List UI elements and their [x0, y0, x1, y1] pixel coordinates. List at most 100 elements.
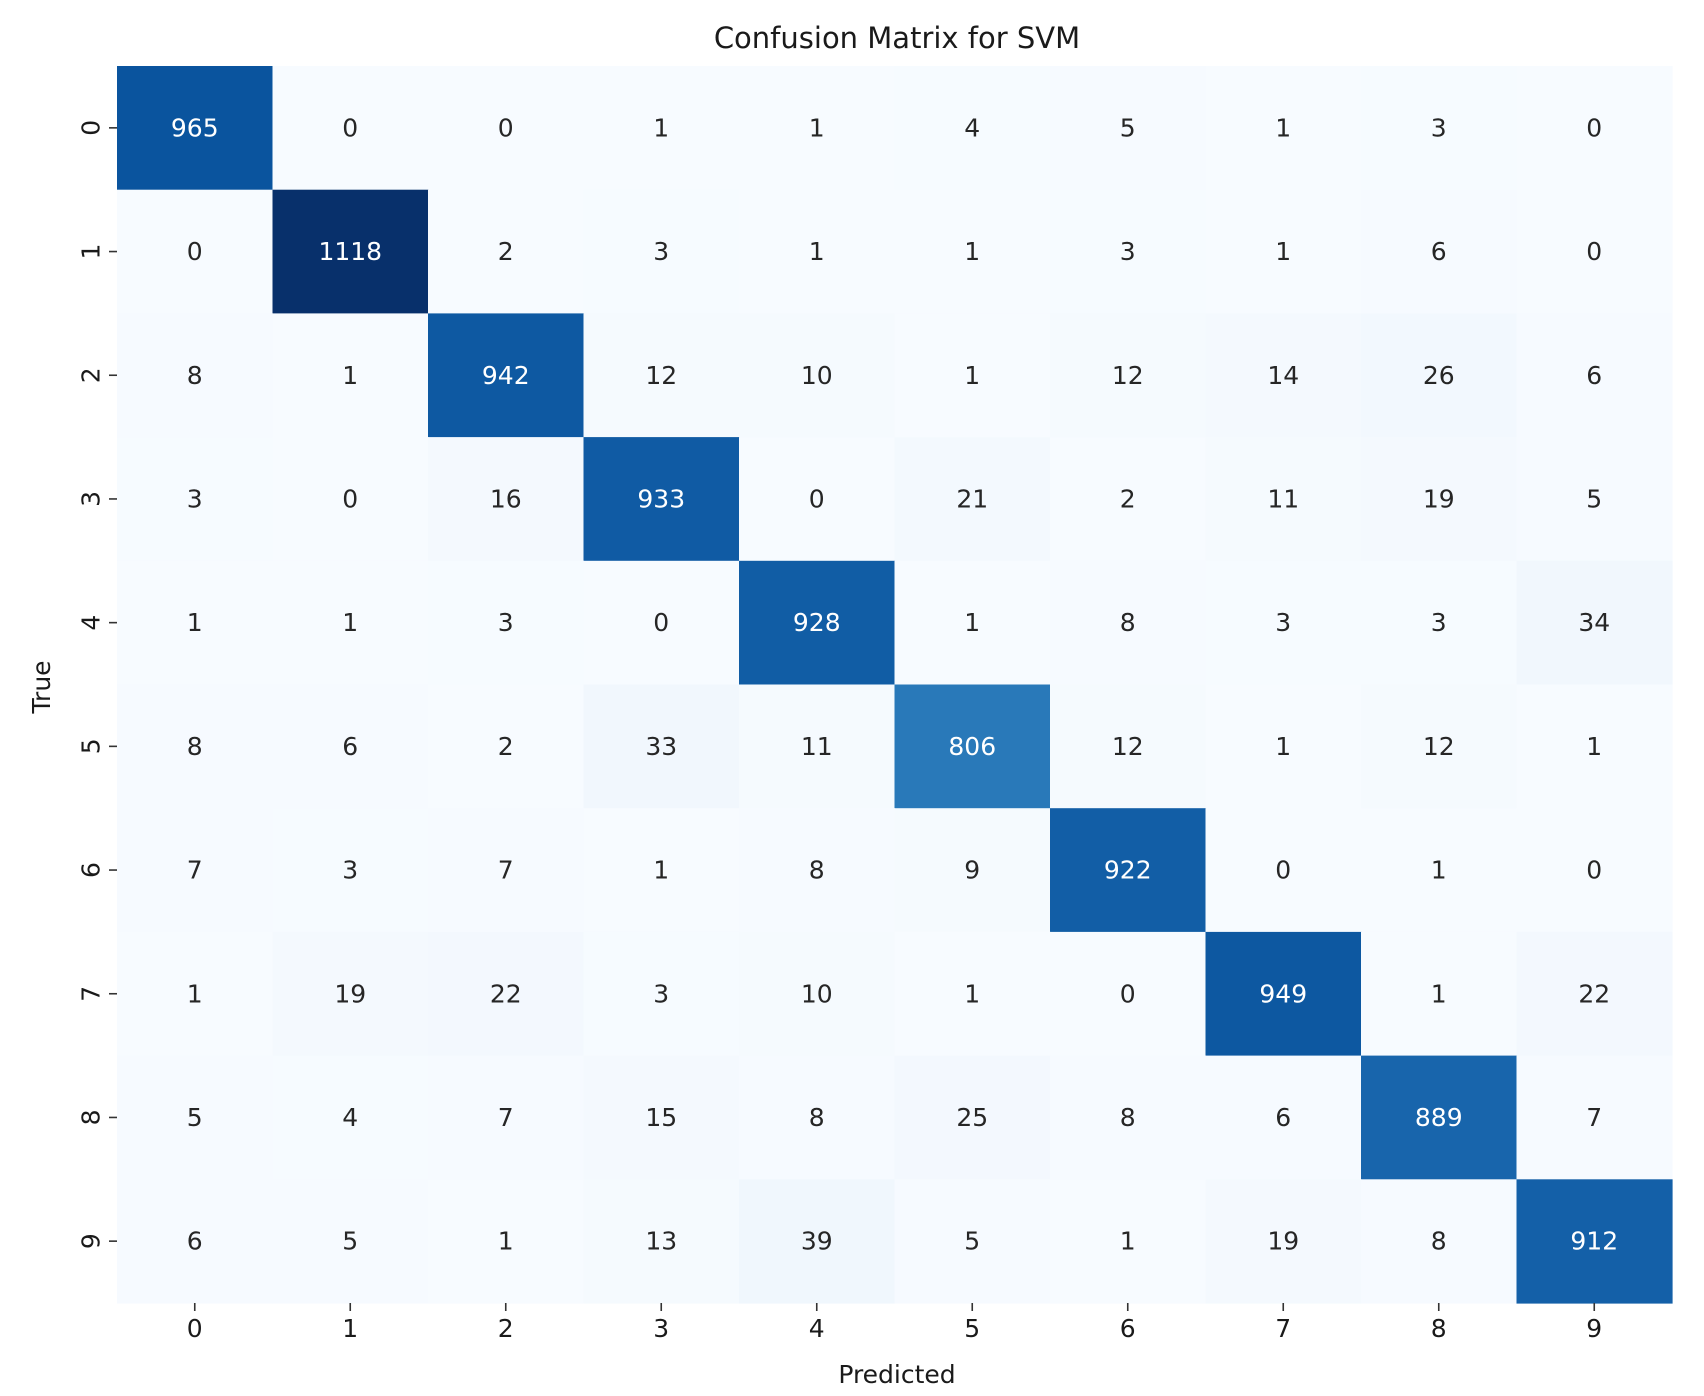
heatmap-cell-r2-c8 — [1361, 313, 1518, 438]
cell-value-r8-c5: 25 — [956, 1103, 988, 1132]
heatmap-cell-r4-c3 — [583, 560, 740, 686]
x-tick-label-9: 9 — [1586, 1314, 1602, 1343]
cell-value-r7-c2: 22 — [490, 979, 522, 1008]
heatmap-cell-r4-c8 — [1361, 560, 1518, 686]
cell-value-r3-c9: 5 — [1586, 484, 1602, 513]
heatmap-cell-r6-c0 — [117, 808, 274, 933]
cell-value-r9-c9: 912 — [1570, 1227, 1618, 1256]
heatmap-cell-r8-c1 — [272, 1055, 429, 1180]
heatmap-cell-r1-c6 — [1050, 189, 1207, 314]
cell-value-r3-c2: 16 — [490, 484, 522, 513]
cell-value-r1-c6: 3 — [1120, 237, 1136, 266]
heatmap-cell-r8-c0 — [117, 1055, 274, 1180]
x-tick-label-7: 7 — [1275, 1314, 1291, 1343]
cell-value-r5-c2: 2 — [498, 732, 514, 761]
heatmap-cell-r1-c4 — [739, 189, 896, 314]
x-tick-label-1: 1 — [342, 1314, 358, 1343]
cell-value-r1-c2: 2 — [498, 237, 514, 266]
heatmap-cell-r5-c9 — [1516, 684, 1673, 809]
cell-value-r1-c1: 1118 — [318, 237, 382, 266]
cell-value-r6-c0: 7 — [187, 856, 203, 885]
heatmap-cell-r5-c8 — [1361, 684, 1518, 809]
cell-value-r5-c1: 6 — [342, 732, 358, 761]
heatmap-cell-r1-c7 — [1205, 189, 1362, 314]
heatmap-cell-r0-c2 — [428, 66, 585, 191]
heatmap-cell-r1-c0 — [117, 189, 274, 314]
cell-value-r4-c1: 1 — [342, 608, 358, 637]
heatmap-cell-r6-c8 — [1361, 808, 1518, 933]
cell-value-r6-c1: 3 — [342, 856, 358, 885]
heatmap-cell-r4-c7 — [1205, 560, 1362, 686]
heatmap-cell-r9-c6 — [1050, 1179, 1207, 1304]
cell-value-r9-c2: 1 — [498, 1227, 514, 1256]
heatmap-cell-r5-c2 — [428, 684, 585, 809]
cell-value-r7-c8: 1 — [1431, 979, 1447, 1008]
heatmap-cell-r3-c2 — [428, 437, 585, 562]
cell-value-r2-c7: 14 — [1267, 361, 1299, 390]
cell-value-r5-c7: 1 — [1275, 732, 1291, 761]
heatmap-cell-r0-c1 — [272, 66, 429, 191]
cell-value-r9-c3: 13 — [645, 1227, 677, 1256]
heatmap-cell-r1-c1 — [272, 189, 429, 314]
heatmap-cell-r2-c2 — [428, 313, 585, 438]
cell-value-r8-c9: 7 — [1586, 1103, 1602, 1132]
heatmap-cell-r1-c9 — [1516, 189, 1673, 314]
cell-value-r9-c8: 8 — [1431, 1227, 1447, 1256]
heatmap-cell-r9-c8 — [1361, 1179, 1518, 1304]
cell-value-r5-c9: 1 — [1586, 732, 1602, 761]
y-axis-ticks: 0 1 2 3 4 5 6 7 8 9 — [77, 120, 117, 1249]
cell-value-r7-c4: 10 — [801, 979, 833, 1008]
cell-value-r4-c9: 34 — [1578, 608, 1610, 637]
cell-value-r6-c3: 1 — [653, 856, 669, 885]
heatmap-cell-r2-c9 — [1516, 313, 1673, 438]
heatmap-cell-r8-c3 — [583, 1055, 740, 1180]
cell-value-r2-c5: 1 — [964, 361, 980, 390]
cell-value-r8-c1: 4 — [342, 1103, 358, 1132]
heatmap-cell-r9-c3 — [583, 1179, 740, 1304]
cell-value-r1-c9: 0 — [1586, 237, 1602, 266]
heatmap-cell-r7-c0 — [117, 931, 274, 1057]
cell-value-r4-c2: 3 — [498, 608, 514, 637]
cell-value-r3-c1: 0 — [342, 484, 358, 513]
cell-value-r5-c4: 11 — [801, 732, 833, 761]
cell-value-r1-c7: 1 — [1275, 237, 1291, 266]
heatmap-cell-r3-c5 — [894, 437, 1051, 562]
cell-value-r3-c4: 0 — [809, 484, 825, 513]
y-tick-label-3: 3 — [77, 491, 106, 507]
heatmap-cell-r0-c4 — [739, 66, 896, 191]
cell-value-r8-c3: 15 — [645, 1103, 677, 1132]
heatmap-cell-r8-c4 — [739, 1055, 896, 1180]
heatmap-cell-labels: 965 0 0 1 1 4 5 1 3 00 1118 2 3 1 1 3 1 6 08 1 942 12 10 1 12 14 2… — [171, 113, 1618, 1255]
heatmap-cell-r7-c3 — [583, 931, 740, 1057]
cell-value-r4-c4: 928 — [793, 608, 841, 637]
heatmap-cell-r2-c5 — [894, 313, 1051, 438]
cell-value-r9-c6: 1 — [1120, 1227, 1136, 1256]
heatmap-cell-r3-c8 — [1361, 437, 1518, 562]
heatmap-cell-r0-c7 — [1205, 66, 1362, 191]
cell-value-r2-c1: 1 — [342, 361, 358, 390]
y-axis-label: True — [27, 660, 56, 714]
cell-value-r0-c8: 3 — [1431, 113, 1447, 142]
heatmap-cell-r6-c6 — [1050, 808, 1207, 933]
x-tick-label-2: 2 — [498, 1314, 514, 1343]
cell-value-r1-c5: 1 — [964, 237, 980, 266]
cell-value-r3-c0: 3 — [187, 484, 203, 513]
cell-value-r9-c0: 6 — [187, 1227, 203, 1256]
x-tick-label-8: 8 — [1431, 1314, 1447, 1343]
heatmap-cell-r3-c3 — [583, 437, 740, 562]
heatmap-cell-r3-c7 — [1205, 437, 1362, 562]
cell-value-r8-c4: 8 — [809, 1103, 825, 1132]
cell-value-r6-c8: 1 — [1431, 856, 1447, 885]
heatmap-cell-r7-c2 — [428, 931, 585, 1057]
x-axis-ticks: 0 1 2 3 4 5 6 7 8 9 — [187, 1303, 1602, 1343]
heatmap-cell-r3-c6 — [1050, 437, 1207, 562]
cell-value-r5-c5: 806 — [948, 732, 996, 761]
heatmap-cell-r1-c2 — [428, 189, 585, 314]
heatmap-cell-r0-c6 — [1050, 66, 1207, 191]
cell-value-r3-c3: 933 — [637, 484, 685, 513]
heatmap-cell-r0-c0 — [117, 66, 274, 191]
heatmap-cell-r0-c9 — [1516, 66, 1673, 191]
cell-value-r4-c7: 3 — [1275, 608, 1291, 637]
cell-value-r6-c4: 8 — [809, 856, 825, 885]
heatmap-cell-r4-c1 — [272, 560, 429, 686]
